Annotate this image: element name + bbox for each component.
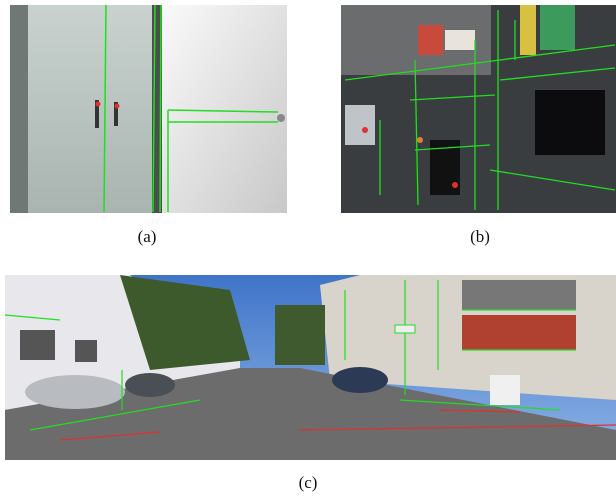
caption: (c) [298, 473, 318, 492]
image-a [10, 4, 287, 213]
image-b [341, 5, 616, 213]
caption: (b) [470, 227, 490, 246]
caption: (a) [137, 227, 157, 246]
image-c [4, 275, 616, 460]
